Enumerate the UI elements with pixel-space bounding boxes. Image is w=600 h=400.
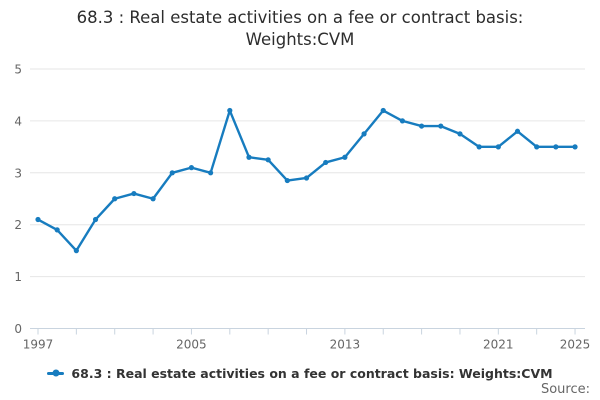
data-point-marker[interactable]	[54, 227, 60, 233]
data-point-marker[interactable]	[131, 190, 137, 197]
legend[interactable]: 68.3 : Real estate activities on a fee o…	[0, 364, 600, 382]
data-point-marker[interactable]	[169, 170, 175, 176]
data-point-marker[interactable]	[227, 107, 233, 114]
data-point-marker[interactable]	[514, 128, 521, 134]
x-axis-label: 2025	[560, 338, 591, 352]
y-axis-label: 2	[14, 218, 22, 232]
data-point-marker[interactable]	[208, 170, 214, 176]
x-axis-label: 2005	[176, 338, 207, 352]
data-point-marker[interactable]	[246, 154, 252, 160]
data-point-marker[interactable]	[399, 118, 406, 124]
legend-line-dot-icon	[47, 369, 65, 377]
data-point-marker[interactable]	[323, 159, 329, 166]
data-point-marker[interactable]	[438, 123, 444, 129]
data-point-marker[interactable]	[73, 248, 79, 254]
page-title-line-1: 68.3 : Real estate activities on a fee o…	[76, 8, 524, 27]
x-axis-label: 2013	[330, 338, 361, 352]
data-point-marker[interactable]	[92, 216, 99, 223]
data-point-marker[interactable]	[188, 165, 195, 171]
data-point-marker[interactable]	[342, 154, 348, 160]
y-axis-label: 5	[14, 63, 22, 77]
y-axis-label: 1	[14, 270, 22, 284]
data-point-marker[interactable]	[265, 157, 271, 163]
data-point-marker[interactable]	[361, 131, 367, 137]
data-point-marker[interactable]	[534, 144, 540, 150]
data-point-marker[interactable]	[419, 123, 425, 129]
data-point-marker[interactable]	[572, 144, 578, 150]
chart-canvas: 0 1 2 3 4 5 1997 2005 2013 2021 2025	[14, 63, 591, 352]
data-point-marker[interactable]	[476, 144, 482, 150]
legend-label: 68.3 : Real estate activities on a fee o…	[71, 365, 553, 381]
x-axis-label: 2021	[483, 338, 514, 352]
page-title-line-2: Weights:CVM	[245, 30, 355, 49]
x-axis-label: 1997	[23, 338, 54, 352]
data-point-marker[interactable]	[495, 144, 501, 150]
y-axis-label: 4	[14, 114, 22, 128]
data-point-marker[interactable]	[457, 131, 463, 137]
data-point-marker[interactable]	[380, 107, 386, 114]
data-point-marker[interactable]	[112, 196, 118, 202]
y-axis-label: 0	[14, 322, 22, 336]
data-point-marker[interactable]	[553, 144, 559, 150]
data-point-marker[interactable]	[303, 175, 310, 181]
y-axis-label: 3	[14, 166, 22, 180]
data-point-marker[interactable]	[35, 216, 41, 223]
source-label: Source:	[540, 382, 590, 397]
page-title: 68.3 : Real estate activities on a fee o…	[0, 7, 600, 51]
data-point-marker[interactable]	[284, 177, 290, 184]
data-point-marker[interactable]	[150, 196, 156, 202]
legend-dot-icon	[52, 369, 60, 377]
